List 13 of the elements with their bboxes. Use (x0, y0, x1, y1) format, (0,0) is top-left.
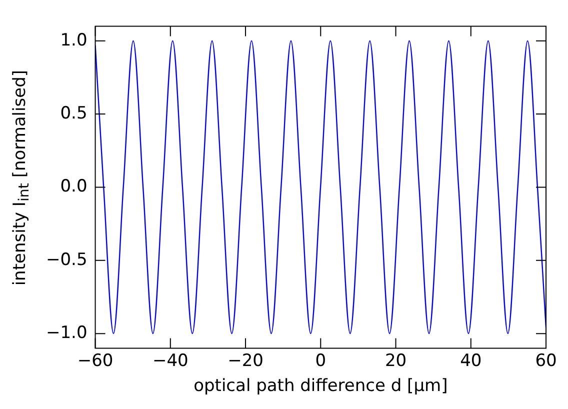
x-tick-label: −20 (228, 350, 264, 371)
x-axis-title: optical path difference d [μm] (194, 376, 448, 396)
x-tick-label: 20 (384, 350, 407, 371)
x-tick-label: −60 (77, 350, 114, 371)
y-tick-label: 0.5 (60, 103, 88, 124)
y-tick-label: −0.5 (46, 250, 88, 270)
x-tick-label: 0 (315, 350, 326, 371)
x-tick-label: 40 (460, 350, 482, 371)
y-tick-label: 0.0 (60, 176, 88, 197)
y-tick-label: 1.0 (60, 30, 88, 50)
x-tick-label: 60 (535, 350, 557, 371)
y-tick-label: −1.0 (46, 322, 88, 343)
x-tick-label: −40 (152, 350, 188, 371)
